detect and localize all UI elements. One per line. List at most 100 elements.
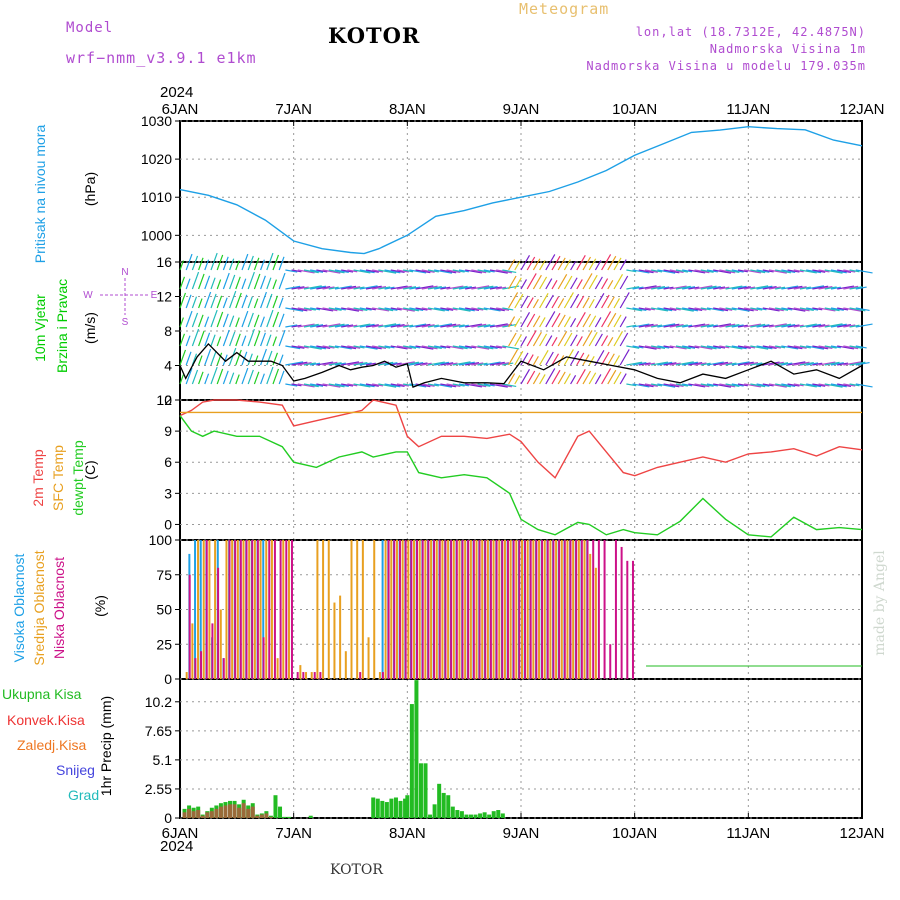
cloud-bar	[239, 540, 242, 679]
wind-barb	[526, 297, 534, 309]
wind-barb	[582, 370, 592, 385]
wind-barb	[775, 269, 792, 274]
compass-w: W	[83, 290, 93, 301]
wind-barb	[198, 371, 204, 385]
wind-barb	[694, 383, 710, 388]
wind-barb	[594, 276, 603, 290]
wind-barb	[272, 295, 279, 309]
cloud-bar	[313, 672, 316, 679]
wind-barb	[532, 258, 541, 271]
wind-barb	[378, 361, 394, 366]
wind-barb	[322, 286, 335, 290]
wind-barb	[539, 349, 549, 366]
wind-barb	[613, 355, 621, 366]
wind-barb	[744, 286, 756, 290]
temp-unit: (C)	[82, 460, 98, 480]
wind-barb	[465, 345, 477, 349]
wind-barb	[297, 286, 309, 290]
precip-bar-total	[482, 812, 487, 818]
wind-barb	[198, 314, 204, 328]
wind-barb	[191, 328, 200, 347]
wind-barb	[328, 323, 345, 328]
compass-s: S	[122, 317, 129, 328]
wind-barb	[632, 307, 647, 312]
wind-barb	[396, 307, 415, 312]
wind-barb	[551, 353, 560, 366]
wind-barb	[526, 273, 537, 290]
wind-barb	[607, 353, 615, 366]
wind-barb	[601, 278, 609, 290]
cloud-bar	[435, 540, 438, 679]
wind-barb	[638, 362, 651, 366]
cloud-bar	[268, 540, 271, 679]
temp-label-sfc: SFC Temp	[50, 445, 66, 511]
wind-barb	[539, 317, 546, 328]
wind-barb	[520, 311, 531, 328]
wind-barb	[421, 285, 438, 290]
wind-barb	[781, 307, 793, 311]
wind-barb	[502, 362, 514, 366]
wind-barb	[576, 295, 585, 309]
wind-barb	[570, 261, 577, 271]
meteogram-title: Meteogram	[519, 0, 610, 18]
precip-legend-frozen: Zaledj.Kisa	[17, 737, 87, 753]
wind-ytick-label: 12	[156, 289, 172, 305]
precip-bar-convective	[228, 804, 233, 818]
wind-barb	[849, 269, 860, 273]
cloud-label-low: Niska Oblacnost	[51, 557, 67, 659]
wind-barb	[651, 285, 666, 290]
wind-barb	[651, 361, 669, 366]
cloud-bar	[427, 540, 430, 679]
wind-barb	[663, 323, 680, 328]
cloud-bar	[285, 540, 288, 679]
clouds-ytick-label: 75	[156, 567, 172, 583]
wind-barb	[222, 329, 230, 347]
x-tick-label-top: 7JAN	[275, 101, 312, 118]
wind-barb	[341, 307, 360, 312]
wind-barb	[210, 366, 218, 385]
wind-barb	[781, 269, 796, 274]
wind-barb	[285, 307, 304, 312]
wind-barb	[310, 285, 327, 290]
wind-barb	[706, 269, 718, 273]
wind-barb	[353, 269, 371, 274]
wind-barb	[235, 317, 240, 328]
wind-barb	[421, 324, 435, 328]
wind-barb	[409, 269, 427, 274]
wind-barb	[657, 307, 673, 312]
precip-bar-convective	[264, 813, 269, 818]
wind-barb	[576, 336, 583, 347]
cloud-bar	[262, 540, 265, 679]
precip-bar-total	[491, 811, 496, 818]
wind-barb	[750, 345, 769, 350]
x-tick-label-top: 12JAN	[839, 101, 884, 118]
wind-barb	[390, 269, 405, 274]
cloud-bar	[393, 540, 396, 679]
wind-barb	[489, 323, 508, 328]
wind-barb	[582, 297, 590, 309]
precip-bar-total	[308, 815, 313, 818]
wind-barb	[619, 259, 627, 271]
wind-barb	[341, 269, 354, 273]
wind-barb	[551, 296, 560, 309]
wind-barb	[837, 269, 852, 274]
wind-barb	[508, 349, 519, 366]
wind-barb	[837, 362, 849, 366]
wind-barb	[297, 345, 309, 349]
wind-barb	[198, 330, 205, 347]
cloud-bar	[290, 540, 293, 679]
wind-barb	[638, 383, 654, 388]
wind-barb	[415, 285, 434, 290]
wind-barb	[278, 313, 285, 328]
x-tick-label-top: 9JAN	[503, 101, 540, 118]
wind-barb	[830, 286, 841, 290]
wind-barb	[477, 324, 491, 328]
wind-barb	[539, 260, 546, 271]
wind-barb	[638, 323, 654, 328]
wind-barb	[737, 361, 754, 366]
wind-barb	[434, 307, 450, 312]
wind-barb	[545, 278, 553, 290]
wind-barb	[632, 286, 644, 290]
wind-barb	[570, 375, 577, 385]
wind-barb	[310, 362, 321, 366]
